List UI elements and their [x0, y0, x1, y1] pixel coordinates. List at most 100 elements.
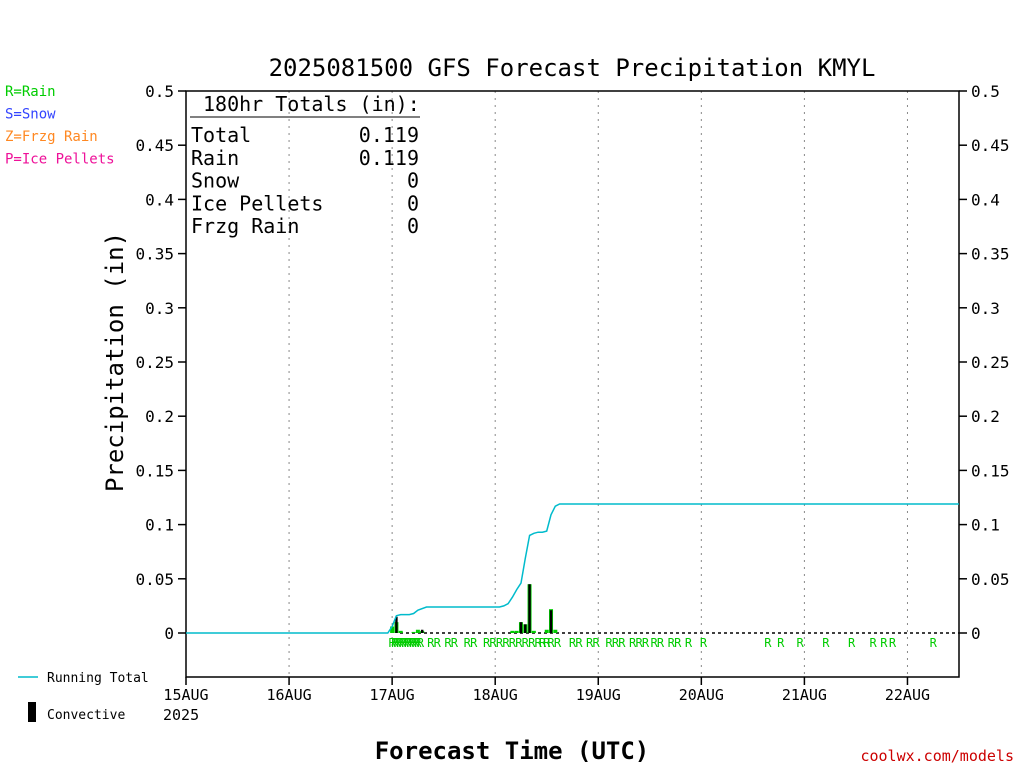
x-tick-label: 21AUG: [782, 686, 827, 704]
rain-type-marker: R: [535, 636, 543, 650]
rain-bar: [510, 630, 515, 633]
rain-type-marker: R: [575, 636, 583, 650]
rain-type-marker: R: [451, 636, 459, 650]
rain-type-marker: R: [543, 636, 551, 650]
totals-row-label: Ice Pellets: [191, 191, 323, 215]
y-tick-label-right: 0.5: [971, 82, 1000, 101]
y-tick-label-right: 0.45: [971, 136, 1010, 155]
rain-bar: [398, 630, 403, 633]
y-tick-label-right: 0: [971, 624, 981, 643]
rain-type-marker: R: [554, 636, 562, 650]
rain-type-marker: R: [515, 636, 523, 650]
running-total-legend-label: Running Total: [47, 671, 149, 686]
x-axis-label: Forecast Time (UTC): [375, 737, 650, 765]
precip-type-legend-item: R=Rain: [5, 84, 56, 100]
rain-type-marker: R: [404, 636, 412, 650]
rain-type-marker: R: [618, 636, 626, 650]
rain-type-marker: R: [444, 636, 452, 650]
totals-row-label: Rain: [191, 146, 239, 170]
y-tick-label: 0: [164, 624, 174, 643]
convective-bar: [524, 624, 527, 633]
y-tick-label: 0.35: [135, 245, 174, 264]
rain-type-marker: R: [412, 636, 420, 650]
totals-row-value: 0.119: [359, 146, 419, 170]
precip-type-legend-item: S=Snow: [5, 107, 56, 123]
rain-type-marker: R: [796, 636, 804, 650]
rain-type-marker: R: [396, 636, 404, 650]
rain-type-marker: R: [483, 636, 491, 650]
rain-type-marker: R: [612, 636, 620, 650]
convective-bar: [519, 622, 523, 633]
rain-bar: [544, 629, 549, 633]
rain-type-marker: R: [764, 636, 772, 650]
rain-type-marker: R: [593, 636, 601, 650]
rain-type-marker: R: [464, 636, 472, 650]
x-axis: 15AUG 16AUG 17AUG 18AUG 19AUG 20AUG 21AUG 22AUG: [163, 677, 930, 704]
convective-bar: [395, 616, 398, 633]
y-tick-label: 0.45: [135, 136, 174, 155]
x-tick-label: 16AUG: [266, 686, 311, 704]
rain-type-marker: R: [407, 636, 415, 650]
x-tick-label: 18AUG: [473, 686, 518, 704]
y-tick-label-right: 0.3: [971, 299, 1000, 318]
rain-type-marker: R: [496, 636, 504, 650]
y-axis-left: 0 0.05 0.1 0.15 0.2 0.25 0.3 0.35 0.4 0.45 0.5: [135, 82, 186, 643]
x-tick-label: 22AUG: [885, 686, 930, 704]
rain-bar: [531, 630, 536, 633]
rain-type-marker: R: [930, 636, 938, 650]
convective-swatch: [28, 702, 36, 722]
rain-type-marker: R: [427, 636, 435, 650]
y-tick-label: 0.2: [145, 407, 174, 426]
year-label: 2025: [163, 706, 199, 724]
rain-type-marker: R: [635, 636, 643, 650]
rain-type-marker: R: [539, 636, 547, 650]
rain-bar: [390, 626, 395, 633]
totals-row-value: 0: [407, 191, 419, 215]
totals-row-label: Frzg Rain: [191, 214, 299, 238]
grid-lines: [288, 91, 908, 677]
totals-row-value: 0: [407, 214, 419, 238]
rain-type-marker: R: [822, 636, 830, 650]
plot-area: [185, 90, 960, 678]
credit-text: coolwx.com/models: [860, 747, 1014, 765]
rain-type-marker: R: [409, 636, 417, 650]
totals-box: 180hr Totals (in): Total 0.119 Rain 0.119 Sn…: [190, 92, 420, 238]
rain-type-marker: R: [414, 636, 422, 650]
running-total-line: [186, 503, 959, 634]
y-tick-label-right: 0.2: [971, 407, 1000, 426]
y-tick-label-right: 0.1: [971, 516, 1000, 535]
rain-bar: [553, 629, 558, 633]
x-tick-label: 20AUG: [679, 686, 724, 704]
y-tick-label-right: 0.05: [971, 570, 1010, 589]
totals-rows: Total 0.119 Rain 0.119 Snow 0 Ice Pellets 0 Frzg…: [191, 123, 419, 238]
rain-type-marker: R: [502, 636, 510, 650]
rain-type-marker: R: [605, 636, 613, 650]
totals-header: 180hr Totals (in):: [203, 92, 420, 116]
y-tick-label: 0.3: [145, 299, 174, 318]
rain-type-marker: R: [417, 636, 425, 650]
rain-type-marker: R: [399, 636, 407, 650]
x-tick-label: 17AUG: [370, 686, 415, 704]
rain-type-marker: R: [657, 636, 665, 650]
y-tick-label-right: 0.35: [971, 245, 1010, 264]
rain-type-marker: R: [389, 636, 397, 650]
y-tick-label: 0.25: [135, 353, 174, 372]
rain-type-marker: R: [586, 636, 594, 650]
rain-type-marker: R: [880, 636, 888, 650]
rain-type-marker: R: [509, 636, 517, 650]
rain-type-marker: R: [777, 636, 785, 650]
rain-type-marker: R: [668, 636, 676, 650]
precip-type-legend-item: Z=Frzg Rain: [5, 129, 98, 145]
x-tick-label: 15AUG: [163, 686, 208, 704]
rain-bar: [415, 629, 420, 633]
rain-type-marker: R: [650, 636, 658, 650]
y-tick-label-right: 0.4: [971, 190, 1000, 209]
rain-type-marker: R: [401, 636, 409, 650]
rain-type-marker: R: [470, 636, 478, 650]
y-axis-right: 0 0.05 0.1 0.15 0.2 0.25 0.3 0.35 0.4 0.45 0.5: [959, 82, 1010, 643]
rain-type-marker: R: [629, 636, 637, 650]
convective-legend-label: Convective: [47, 708, 125, 723]
chart-title: 2025081500 GFS Forecast Precipitation KM…: [269, 54, 876, 82]
